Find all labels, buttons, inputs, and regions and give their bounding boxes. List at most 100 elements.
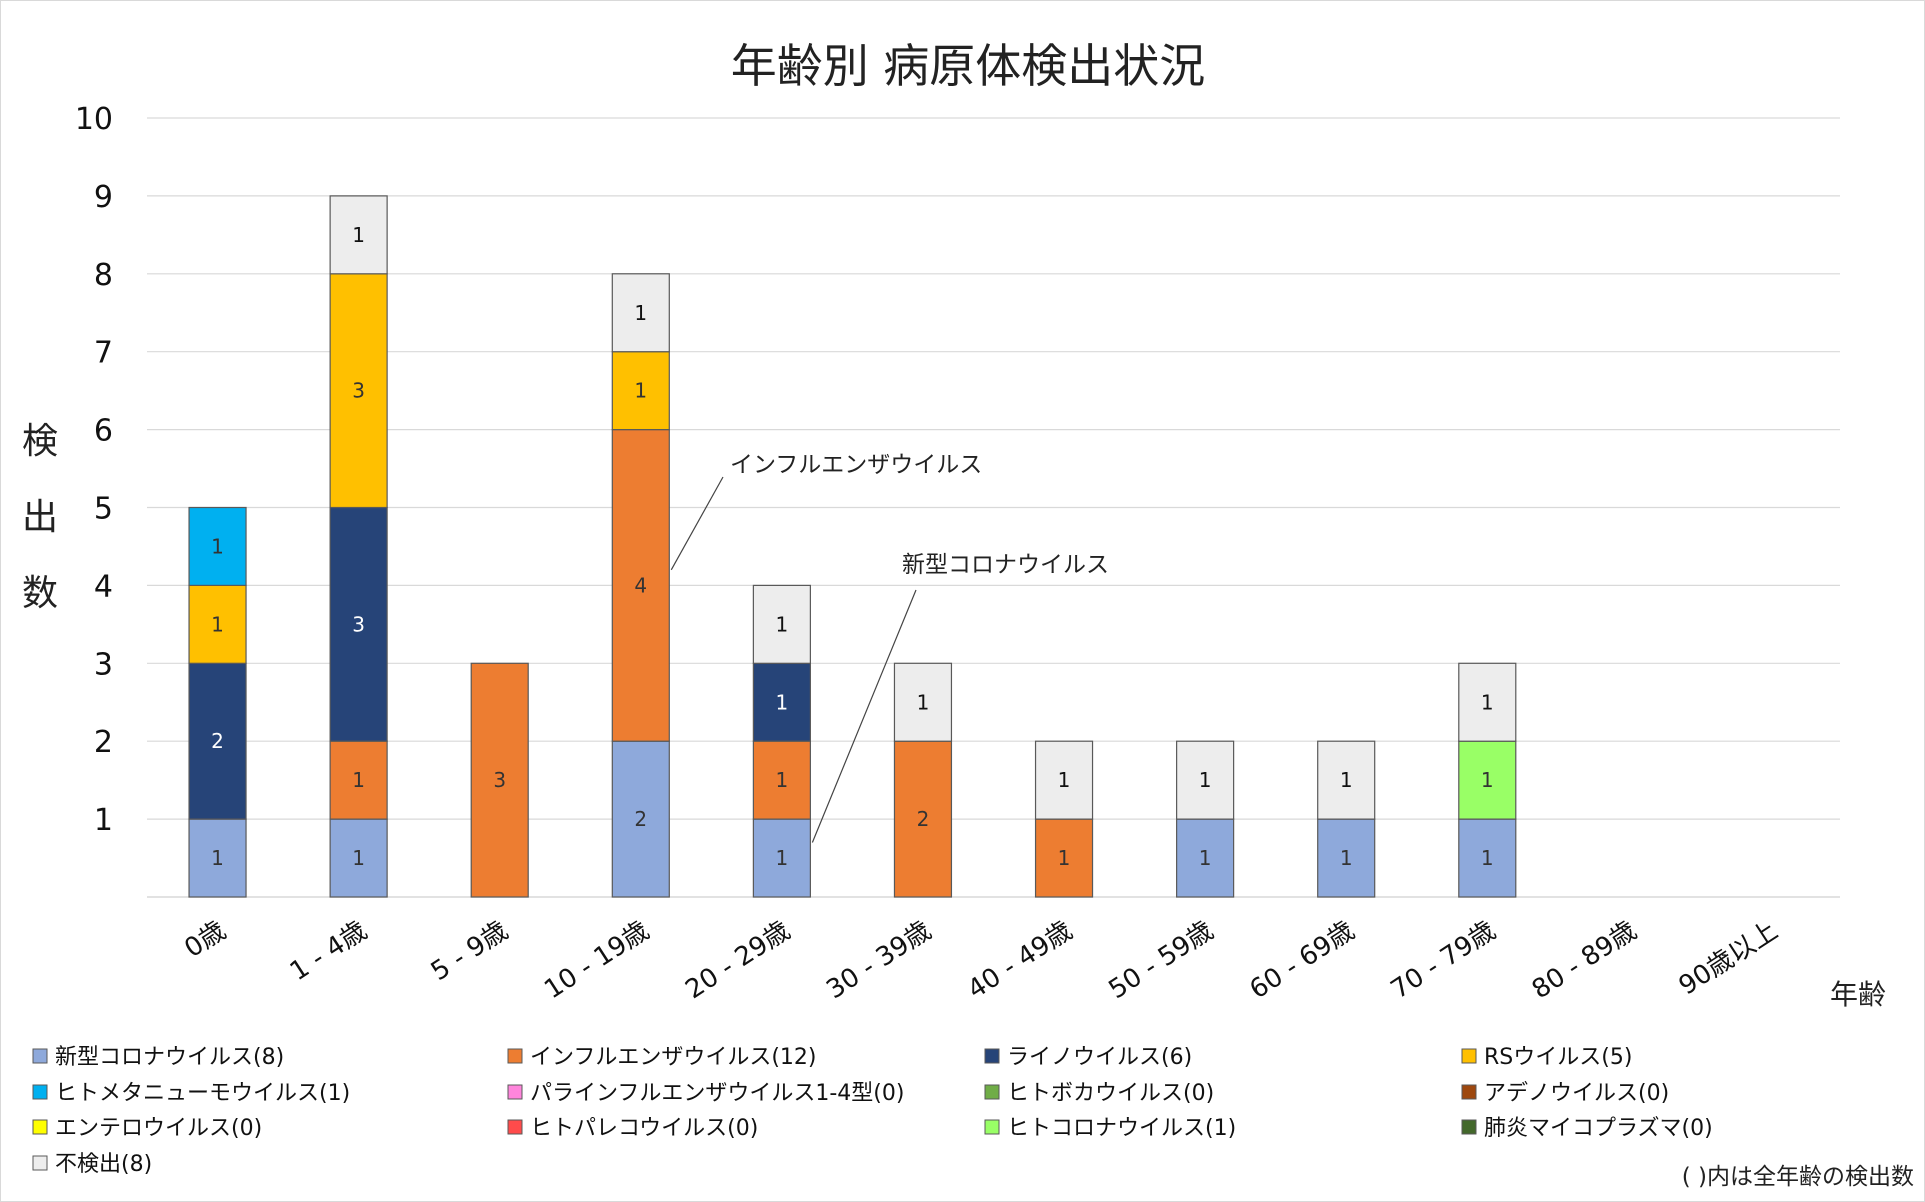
x-tick-label: 1 - 4歳 — [285, 916, 373, 987]
y-tick-label: 9 — [94, 180, 113, 215]
y-axis-title: 検出数 — [22, 421, 58, 614]
bar-segment — [470, 662, 529, 898]
data-label: 1 — [634, 379, 647, 403]
legend-label: インフルエンザウイルス(12) — [530, 1045, 817, 1070]
y-tick-label: 1 — [94, 803, 113, 838]
data-label: 1 — [917, 690, 930, 714]
data-label: 2 — [211, 729, 224, 753]
data-label: 1 — [1340, 768, 1353, 792]
legend-swatch — [507, 1084, 523, 1100]
legend-label: RSウイルス(5) — [1484, 1045, 1632, 1070]
x-tick-label: 60 - 69歳 — [1245, 916, 1360, 1005]
y-axis-ticks: 1 2 3 4 5 6 7 8 9 10 — [75, 102, 113, 838]
data-label: 1 — [211, 846, 224, 870]
data-label: 3 — [352, 612, 365, 636]
bar-segment — [329, 273, 388, 509]
data-label: 1 — [1199, 846, 1212, 870]
bar-segment — [329, 506, 388, 742]
legend-item: ヒトパレコウイルス(0) — [507, 1116, 758, 1141]
footnote: ( )内は全年齢の検出数 — [1682, 1164, 1914, 1190]
legend-item: アデノウイルス(0) — [1461, 1081, 1669, 1106]
y-tick-label: 5 — [94, 492, 113, 527]
legend-label: 肺炎マイコプラズマ(0) — [1484, 1116, 1713, 1141]
legend-swatch — [1461, 1119, 1477, 1135]
legend-item: ライノウイルス(6) — [984, 1045, 1192, 1070]
bar-segment — [893, 740, 953, 898]
x-tick-label: 70 - 79歳 — [1386, 916, 1501, 1005]
x-tick-label: 40 - 49歳 — [962, 916, 1077, 1005]
legend-label: パラインフルエンザウイルス1-4型(0) — [530, 1081, 904, 1106]
x-axis-title: 年齢 — [1830, 978, 1886, 1011]
y-tick-label: 10 — [75, 102, 113, 137]
x-tick-label: 30 - 39歳 — [821, 916, 936, 1005]
bar-segment — [1317, 740, 1376, 820]
data-label: 3 — [352, 379, 365, 403]
legend-swatch — [984, 1084, 1000, 1100]
y-tick-label: 8 — [94, 258, 113, 293]
data-label: 1 — [352, 846, 365, 870]
x-tick-label: 10 - 19歳 — [539, 916, 654, 1005]
legend-item: エンテロウイルス(0) — [32, 1116, 262, 1141]
x-tick-label: 0歳 — [179, 916, 231, 964]
legend-item: ヒトコロナウイルス(1) — [984, 1116, 1236, 1141]
legend-item: 不検出(8) — [32, 1152, 152, 1177]
bar-segment — [1034, 818, 1094, 898]
legend-item: 肺炎マイコプラズマ(0) — [1461, 1116, 1713, 1141]
data-label: 1 — [1481, 846, 1494, 870]
y-tick-label: 7 — [94, 336, 113, 371]
annotation-label: 新型コロナウイルス — [902, 552, 1109, 578]
legend-label: ヒトコロナウイルス(1) — [1007, 1116, 1236, 1141]
bar-segment — [752, 584, 811, 664]
data-labels: 1 2 1 1 1 1 3 3 1 3 2 4 1 1 1 1 1 1 2 1 1 1 1 1 1 1 1 1 1 — [211, 223, 1493, 870]
data-label: 1 — [1058, 846, 1071, 870]
bar-segment — [893, 662, 953, 742]
data-label: 1 — [776, 768, 789, 792]
y-tick-label: 4 — [94, 569, 113, 604]
annotation-leader-line — [670, 476, 724, 571]
data-label: 2 — [917, 807, 930, 831]
gridlines — [147, 117, 1840, 898]
legend-swatch — [32, 1048, 48, 1064]
legend-label: ライノウイルス(6) — [1007, 1045, 1192, 1070]
bars — [188, 195, 1517, 898]
legend-label: 新型コロナウイルス(8) — [55, 1045, 284, 1070]
data-label: 1 — [776, 690, 789, 714]
bar-segment — [1176, 740, 1235, 820]
bar-segment — [1034, 740, 1094, 820]
data-label: 1 — [1199, 768, 1212, 792]
data-label: 1 — [1058, 768, 1071, 792]
data-label: 1 — [211, 612, 224, 636]
legend-swatch — [32, 1155, 48, 1171]
bar-segment — [611, 740, 670, 898]
x-tick-label: 20 - 29歳 — [680, 916, 795, 1005]
data-label: 1 — [776, 612, 789, 636]
legend-label: ヒトメタニューモウイルス(1) — [55, 1081, 350, 1106]
legend-swatch — [32, 1084, 48, 1100]
legend-item: インフルエンザウイルス(12) — [507, 1045, 817, 1070]
legend-label: ヒトボカウイルス(0) — [1007, 1081, 1214, 1106]
data-label: 1 — [1340, 846, 1353, 870]
bar-segment — [188, 506, 247, 587]
legend-item: 新型コロナウイルス(8) — [32, 1045, 284, 1070]
data-label: 2 — [634, 807, 647, 831]
y-axis-title-char: 数 — [22, 573, 58, 614]
data-label: 3 — [493, 768, 506, 792]
legend-swatch — [32, 1119, 48, 1135]
bar-segment — [1458, 662, 1517, 742]
legend-label: アデノウイルス(0) — [1484, 1081, 1669, 1106]
legend-label: 不検出(8) — [55, 1152, 152, 1177]
x-tick-label: 90歳以上 — [1674, 916, 1784, 1002]
legend-item: ヒトメタニューモウイルス(1) — [32, 1081, 350, 1106]
y-tick-label: 2 — [94, 725, 113, 760]
y-tick-label: 6 — [94, 414, 113, 449]
data-label: 1 — [776, 846, 789, 870]
bar-segment — [611, 429, 670, 742]
legend-swatch — [984, 1048, 1000, 1064]
data-label: 4 — [634, 573, 647, 597]
data-label: 1 — [211, 534, 224, 558]
bar-segment — [752, 818, 811, 898]
bar-segment — [752, 662, 811, 742]
